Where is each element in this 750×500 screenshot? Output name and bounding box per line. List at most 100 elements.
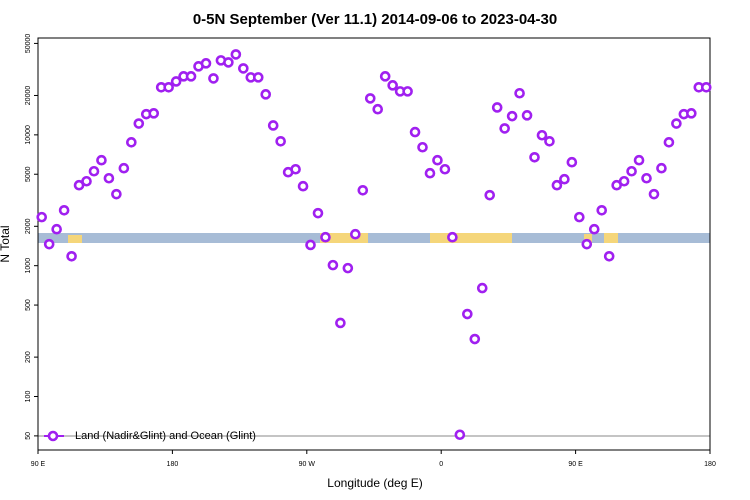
data-point [342, 262, 354, 274]
data-point [648, 188, 660, 200]
data-point [536, 129, 548, 141]
data-point [439, 163, 451, 175]
data-point [700, 81, 712, 93]
data-point [506, 110, 518, 122]
data-point [51, 223, 62, 235]
y-tick-label: 50000 [25, 34, 32, 54]
data-point [462, 308, 473, 320]
data-point [476, 282, 488, 294]
data-point [148, 108, 160, 119]
data-point [230, 49, 242, 60]
data-point [223, 57, 234, 68]
chart-title: 0-5N September (Ver 11.1) 2014-09-06 to … [193, 11, 557, 28]
data-point [103, 172, 115, 184]
data-point [618, 175, 630, 187]
y-tick-label: 100 [25, 391, 32, 403]
x-tick-label: 90 E [568, 461, 583, 468]
data-point [402, 86, 413, 97]
data-point [409, 126, 421, 138]
data-point [469, 333, 481, 345]
data-point [133, 118, 145, 129]
data-point [671, 118, 682, 129]
data-point [297, 180, 309, 192]
data-point [454, 429, 466, 441]
data-point [529, 151, 540, 163]
data-point [544, 135, 555, 147]
data-point [566, 156, 578, 168]
data-point [641, 172, 652, 184]
data-point [663, 137, 675, 148]
data-point [290, 163, 301, 175]
y-tick-label: 200 [25, 351, 32, 363]
data-point [327, 259, 339, 271]
data-point [424, 167, 436, 179]
data-point [484, 189, 496, 201]
data-point [656, 162, 667, 174]
data-point [387, 80, 398, 91]
data-point [36, 211, 48, 223]
data-point [491, 102, 503, 113]
data-point [320, 231, 331, 243]
data-point [335, 317, 346, 329]
data-point [514, 87, 525, 99]
x-tick-label: 90 W [299, 461, 316, 468]
data-point [185, 71, 197, 82]
plot-frame [37, 37, 711, 451]
data-point [633, 154, 645, 166]
x-tick-label: 180 [704, 461, 716, 468]
data-point [596, 205, 608, 216]
y-tick-label: 1000 [25, 258, 32, 274]
y-tick-label: 500 [25, 299, 32, 311]
data-point [603, 250, 615, 262]
data-point [163, 81, 174, 93]
y-tick-label: 5000 [25, 166, 32, 182]
data-point [499, 123, 510, 134]
data-point [521, 110, 533, 121]
data-point [364, 93, 376, 104]
data-point [305, 239, 316, 251]
data-point [581, 238, 593, 250]
x-tick-label: 180 [167, 461, 179, 468]
data-point [626, 165, 637, 177]
y-tick-label: 50 [25, 432, 32, 440]
data-point [66, 250, 77, 262]
data-point [350, 228, 361, 240]
data-point [447, 231, 458, 243]
data-point [559, 173, 570, 185]
data-point [260, 89, 272, 100]
data-point [238, 63, 249, 74]
data-point [275, 135, 286, 147]
y-axis-label: N Total [0, 225, 12, 262]
data-point [208, 73, 219, 84]
data-point [252, 72, 264, 83]
legend-label: Land (Nadir&Glint) and Ocean (Glint) [75, 430, 256, 442]
data-point [43, 238, 55, 250]
x-tick-label: 0 [439, 461, 443, 468]
data-point [267, 120, 279, 131]
data-point [686, 108, 697, 119]
data-point [118, 162, 130, 174]
y-tick-label: 20000 [25, 86, 32, 106]
data-point [111, 188, 122, 200]
data-point [372, 103, 384, 115]
legend-marker [47, 430, 59, 442]
data-point [417, 141, 428, 153]
x-axis-label: Longitude (deg E) [327, 476, 422, 490]
data-point [88, 165, 100, 177]
y-tick-label: 10000 [25, 125, 32, 145]
land-ocean-strip [38, 233, 710, 243]
data-point [551, 179, 563, 191]
data-point [432, 154, 443, 166]
data-point [312, 207, 324, 219]
y-tick-label: 2000 [25, 218, 32, 234]
data-point [58, 205, 70, 216]
data-point [588, 223, 600, 235]
data-point [357, 184, 369, 196]
data-point [200, 58, 212, 69]
data-point [96, 154, 107, 166]
data-point [574, 211, 585, 223]
data-point [126, 137, 137, 148]
data-point [81, 175, 92, 187]
x-tick-label: 90 E [31, 461, 46, 468]
